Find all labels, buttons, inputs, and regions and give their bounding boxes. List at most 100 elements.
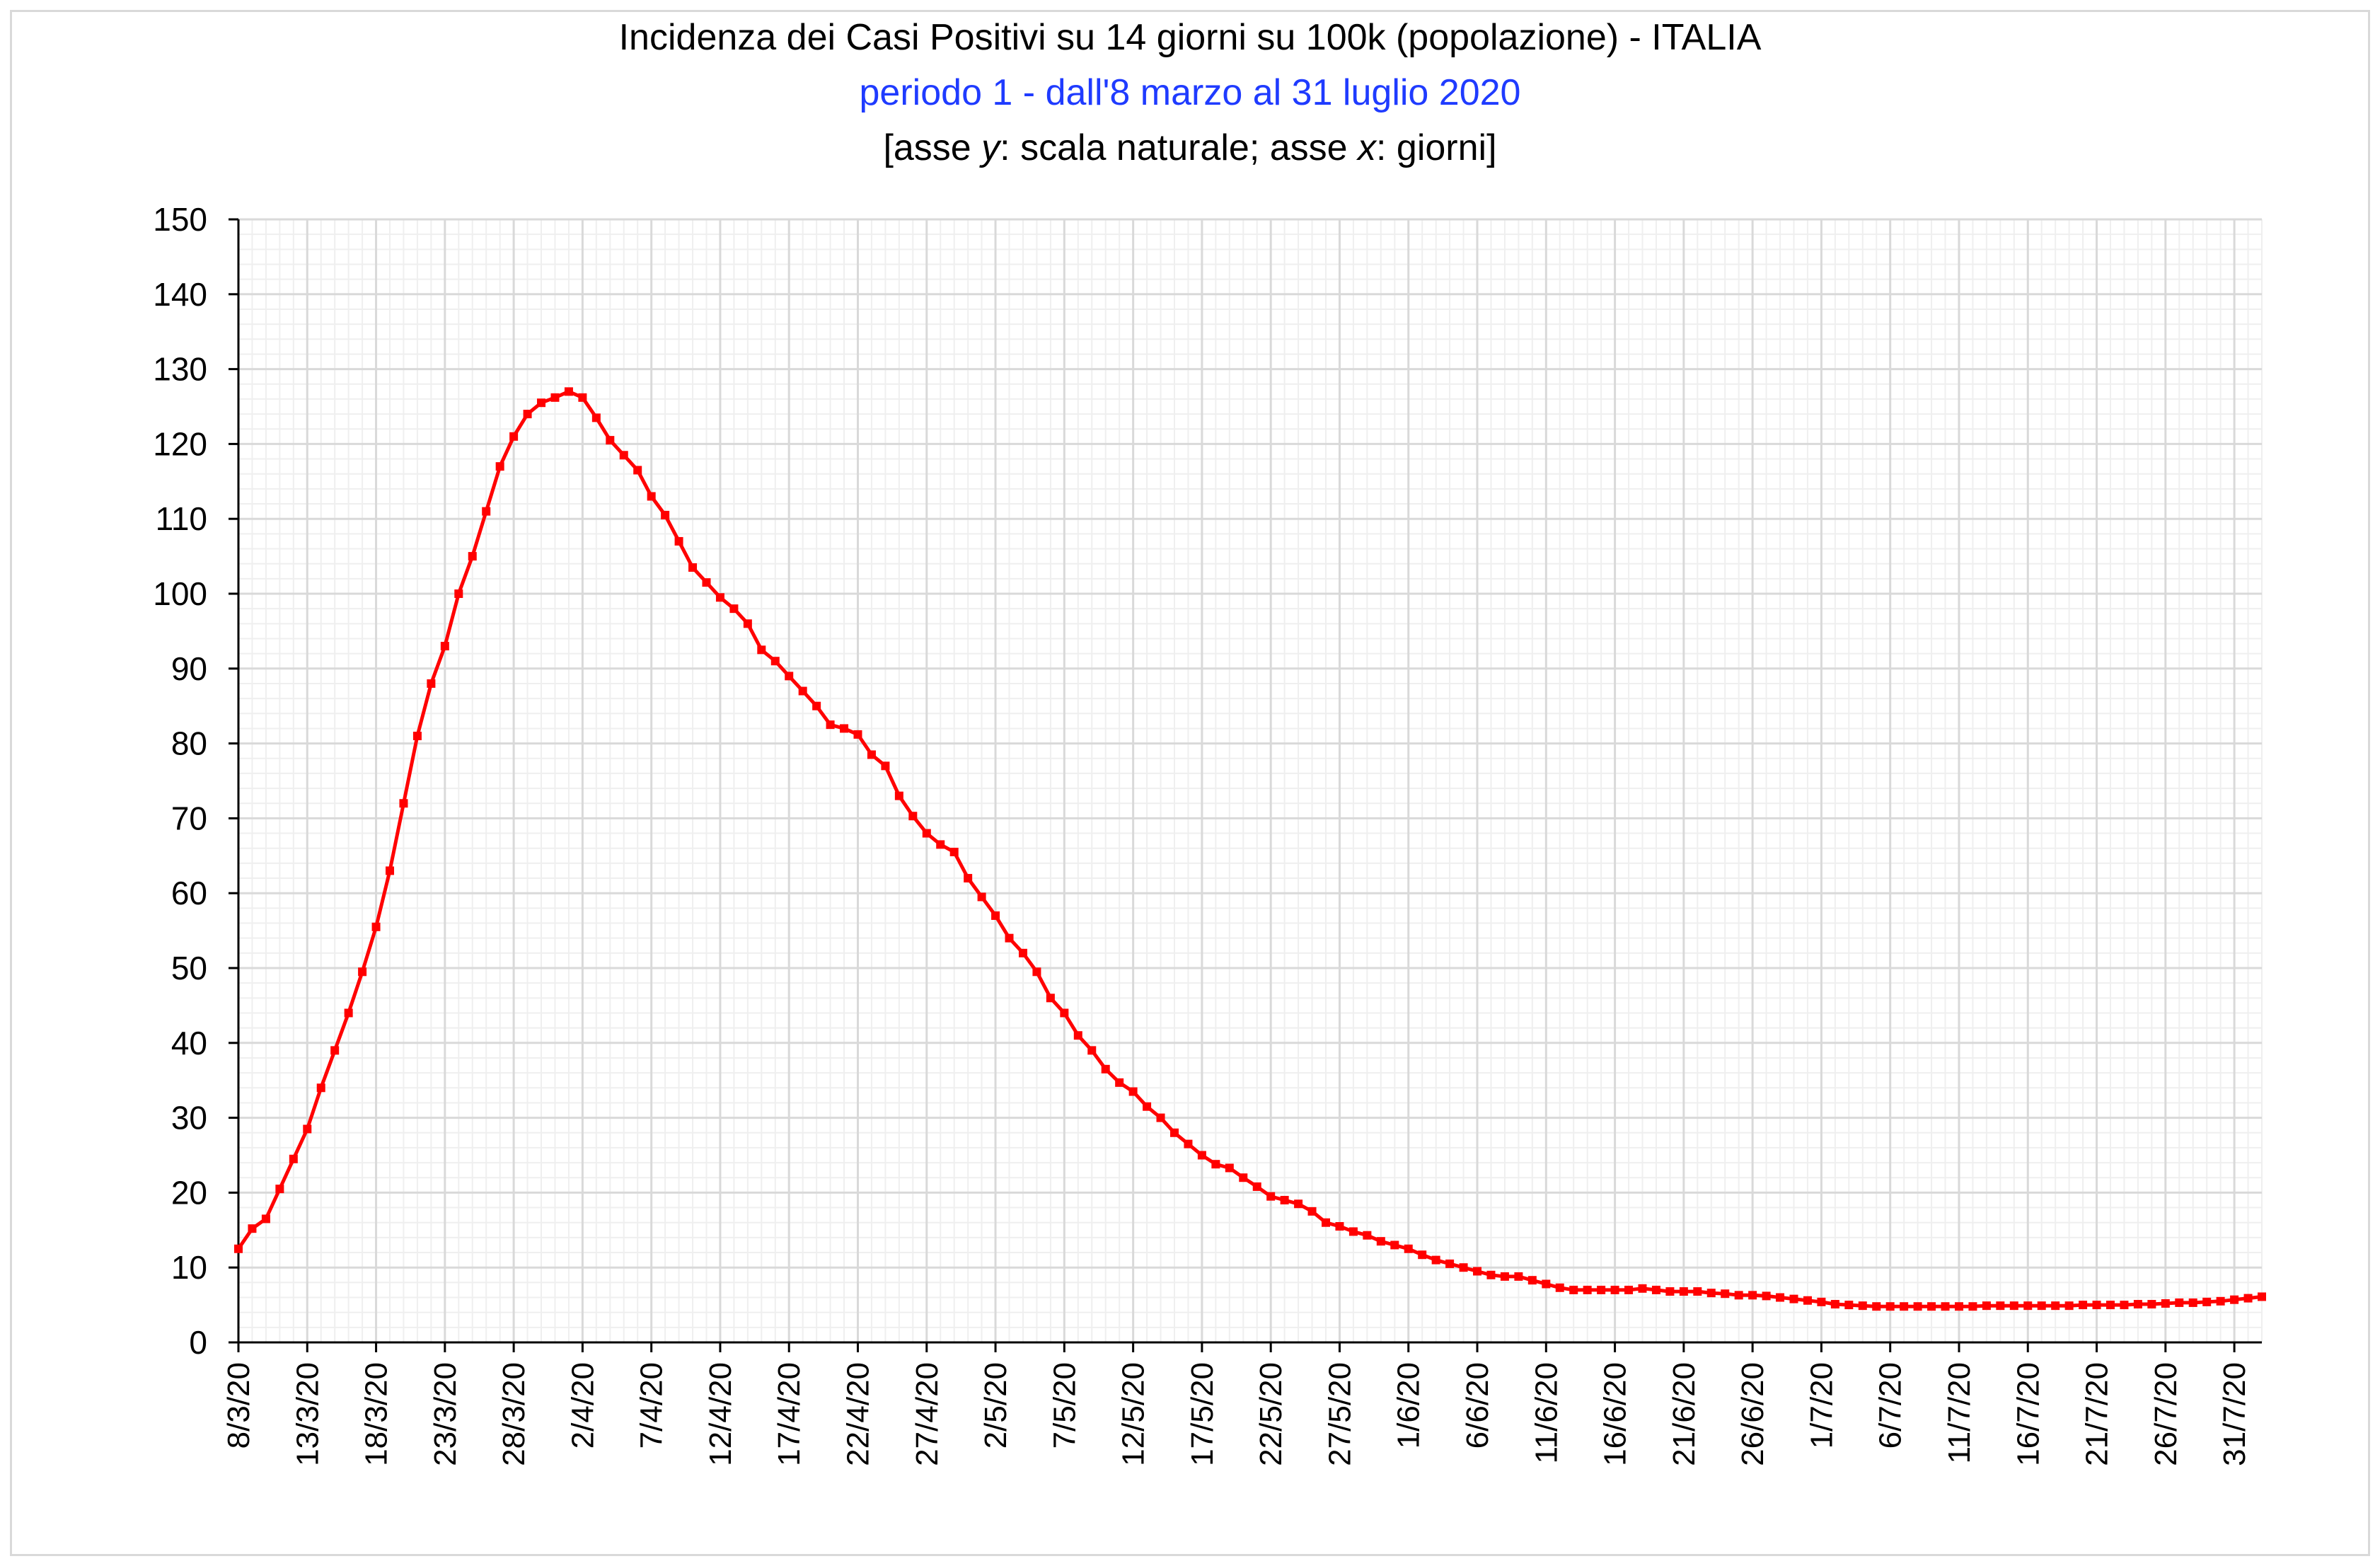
- data-point: [2216, 1296, 2225, 1306]
- data-point: [1500, 1272, 1509, 1281]
- data-point: [2188, 1298, 2197, 1307]
- data-point: [2202, 1297, 2212, 1306]
- data-point: [1610, 1285, 1619, 1294]
- data-point: [289, 1154, 298, 1163]
- data-point: [1046, 994, 1055, 1003]
- data-point: [1294, 1199, 1303, 1209]
- data-point: [440, 642, 449, 651]
- data-point: [482, 507, 491, 516]
- x-tick-label: 21/6/20: [1667, 1362, 1702, 1466]
- data-point: [1280, 1195, 1289, 1204]
- data-point: [330, 1046, 340, 1055]
- data-point: [1197, 1151, 1206, 1160]
- data-point: [1032, 967, 1041, 977]
- x-tick-label: 17/5/20: [1185, 1362, 1220, 1466]
- x-tick-label: 16/7/20: [2011, 1362, 2045, 1466]
- data-point: [1418, 1250, 1427, 1260]
- data-point: [1982, 1301, 1991, 1311]
- data-point: [1445, 1259, 1455, 1268]
- data-point: [2133, 1300, 2142, 1309]
- x-tick-label: 22/5/20: [1254, 1362, 1288, 1466]
- data-point: [509, 432, 519, 441]
- data-point: [1803, 1296, 1812, 1305]
- data-point: [1376, 1237, 1385, 1246]
- data-point: [2230, 1295, 2239, 1304]
- x-tick-label: 6/6/20: [1460, 1362, 1495, 1449]
- data-point: [757, 645, 766, 655]
- data-point: [1968, 1302, 1977, 1311]
- data-point: [949, 848, 959, 857]
- data-point: [1459, 1263, 1468, 1272]
- data-point: [1597, 1285, 1606, 1294]
- data-point: [386, 866, 395, 875]
- data-point: [523, 410, 532, 419]
- x-tick-label: 12/4/20: [703, 1362, 738, 1466]
- data-point: [1885, 1302, 1895, 1311]
- data-point: [2079, 1301, 2088, 1310]
- data-point: [1996, 1301, 2005, 1311]
- data-point: [991, 911, 1000, 920]
- x-tick-label: 31/7/20: [2217, 1362, 2252, 1466]
- data-point: [1169, 1128, 1179, 1137]
- data-point: [1252, 1182, 1261, 1191]
- x-tick-label: 17/4/20: [772, 1362, 807, 1466]
- data-point: [399, 799, 408, 808]
- data-point: [1431, 1255, 1440, 1265]
- data-point: [1789, 1294, 1798, 1303]
- data-point: [2105, 1301, 2115, 1310]
- data-point: [1404, 1244, 1413, 1253]
- y-tick-label: 20: [171, 1174, 207, 1211]
- x-tick-label: 26/6/20: [1735, 1362, 1770, 1466]
- data-point: [1363, 1231, 1372, 1240]
- data-point: [1184, 1139, 1193, 1148]
- data-point: [964, 874, 973, 883]
- axes-note-part: : scala naturale; asse: [1000, 127, 1358, 168]
- data-point: [688, 563, 698, 572]
- y-tick-label: 0: [189, 1324, 207, 1361]
- data-point: [1060, 1008, 1069, 1018]
- y-tick-label: 50: [171, 950, 207, 986]
- data-point: [812, 701, 821, 710]
- x-tick-label: 28/3/20: [497, 1362, 531, 1466]
- data-point: [715, 593, 724, 602]
- data-point: [1734, 1291, 1743, 1300]
- data-point: [2023, 1301, 2033, 1311]
- data-point: [1225, 1163, 1234, 1173]
- data-point: [1115, 1078, 1124, 1087]
- data-point: [2009, 1301, 2018, 1311]
- data-point: [1665, 1287, 1675, 1296]
- data-point: [275, 1185, 284, 1194]
- y-tick-label: 60: [171, 875, 207, 911]
- data-point: [2243, 1294, 2253, 1303]
- data-point: [468, 552, 477, 561]
- chart-subtitle: periodo 1 - dall'8 marzo al 31 luglio 20…: [859, 72, 1521, 113]
- data-point: [1307, 1207, 1317, 1216]
- data-point: [564, 387, 573, 396]
- data-point: [2147, 1300, 2156, 1309]
- data-point: [454, 589, 463, 598]
- minor-gridlines: [238, 219, 2263, 1342]
- data-point: [1514, 1272, 1523, 1281]
- data-point: [1143, 1102, 1152, 1111]
- data-point: [785, 672, 794, 681]
- data-point: [248, 1224, 257, 1233]
- data-point: [867, 750, 876, 759]
- data-point: [606, 436, 615, 445]
- data-point: [1693, 1287, 1702, 1296]
- y-tick-label: 80: [171, 725, 207, 762]
- data-point: [936, 840, 945, 849]
- data-point: [1624, 1285, 1634, 1294]
- x-tick-label: 23/3/20: [428, 1362, 463, 1466]
- data-point: [647, 492, 656, 501]
- data-point: [1721, 1289, 1730, 1299]
- major-gridlines: [237, 218, 2262, 1344]
- data-point: [1872, 1302, 1881, 1311]
- data-point: [591, 413, 601, 422]
- x-tick-labels: 8/3/20 13/3/20 18/3/20 23/3/20 28/3/20 2/4/20…: [221, 1362, 2252, 1466]
- x-tick-label: 16/6/20: [1598, 1362, 1633, 1466]
- data-point: [2258, 1292, 2266, 1301]
- y-tick-label: 90: [171, 650, 207, 687]
- data-point: [427, 679, 436, 688]
- data-point: [550, 393, 560, 402]
